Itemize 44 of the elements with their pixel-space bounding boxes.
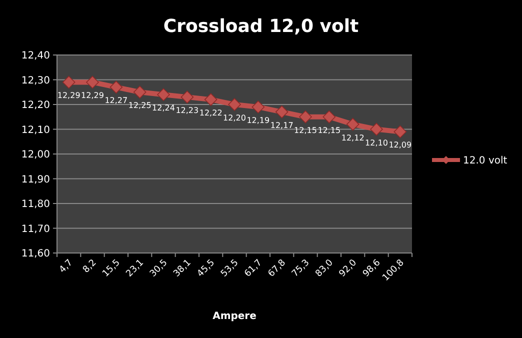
point (86, 76, 99, 89)
y-tick-label: 11,80 (21, 199, 50, 210)
data-label: 12,29 (57, 91, 80, 100)
point (180, 90, 194, 104)
y-tick-label: 12,20 (21, 100, 50, 111)
data-label: 12,24 (152, 104, 175, 113)
y-tick-label: 11,60 (21, 248, 50, 260)
data-label: 12,12 (341, 133, 364, 142)
data-label: 12,25 (128, 101, 152, 110)
data-label: 12,17 (270, 120, 294, 130)
x-tick-label: 4,7 (58, 258, 75, 276)
point (370, 122, 383, 136)
point (133, 86, 146, 99)
data-label: 12,09 (388, 140, 412, 150)
point (322, 110, 336, 124)
point (62, 76, 76, 89)
x-axis-title: Ampere (212, 311, 257, 322)
x-tick-label: 8,2 (81, 258, 99, 276)
data-label: 12,29 (81, 91, 104, 100)
legend-label: 12.0 volt (463, 156, 508, 166)
point (157, 88, 170, 101)
data-label: 12,23 (176, 106, 199, 116)
data-label: 12,15 (294, 126, 317, 135)
y-tick-label: 12,10 (21, 124, 50, 136)
y-tick-label: 12,30 (21, 75, 50, 86)
y-tick-label: 12,00 (21, 150, 50, 160)
y-tick-label: 12,40 (21, 50, 50, 62)
point (275, 106, 288, 118)
data-label: 12,19 (246, 116, 270, 125)
data-label: 12,27 (104, 96, 128, 106)
point (299, 110, 312, 124)
data-label: 12,20 (223, 114, 246, 122)
point (110, 80, 123, 94)
y-tick-label: 11,70 (21, 224, 50, 235)
data-label: 12,22 (199, 108, 222, 118)
chart-title: Crossload 12,0 volt (163, 16, 360, 37)
y-tick-label: 11,90 (21, 174, 50, 186)
data-label: 12,15 (318, 126, 341, 135)
point (346, 118, 360, 131)
point (204, 93, 218, 106)
data-label: 12,10 (365, 138, 388, 148)
point (394, 125, 407, 138)
point (252, 100, 265, 114)
point (228, 98, 241, 111)
